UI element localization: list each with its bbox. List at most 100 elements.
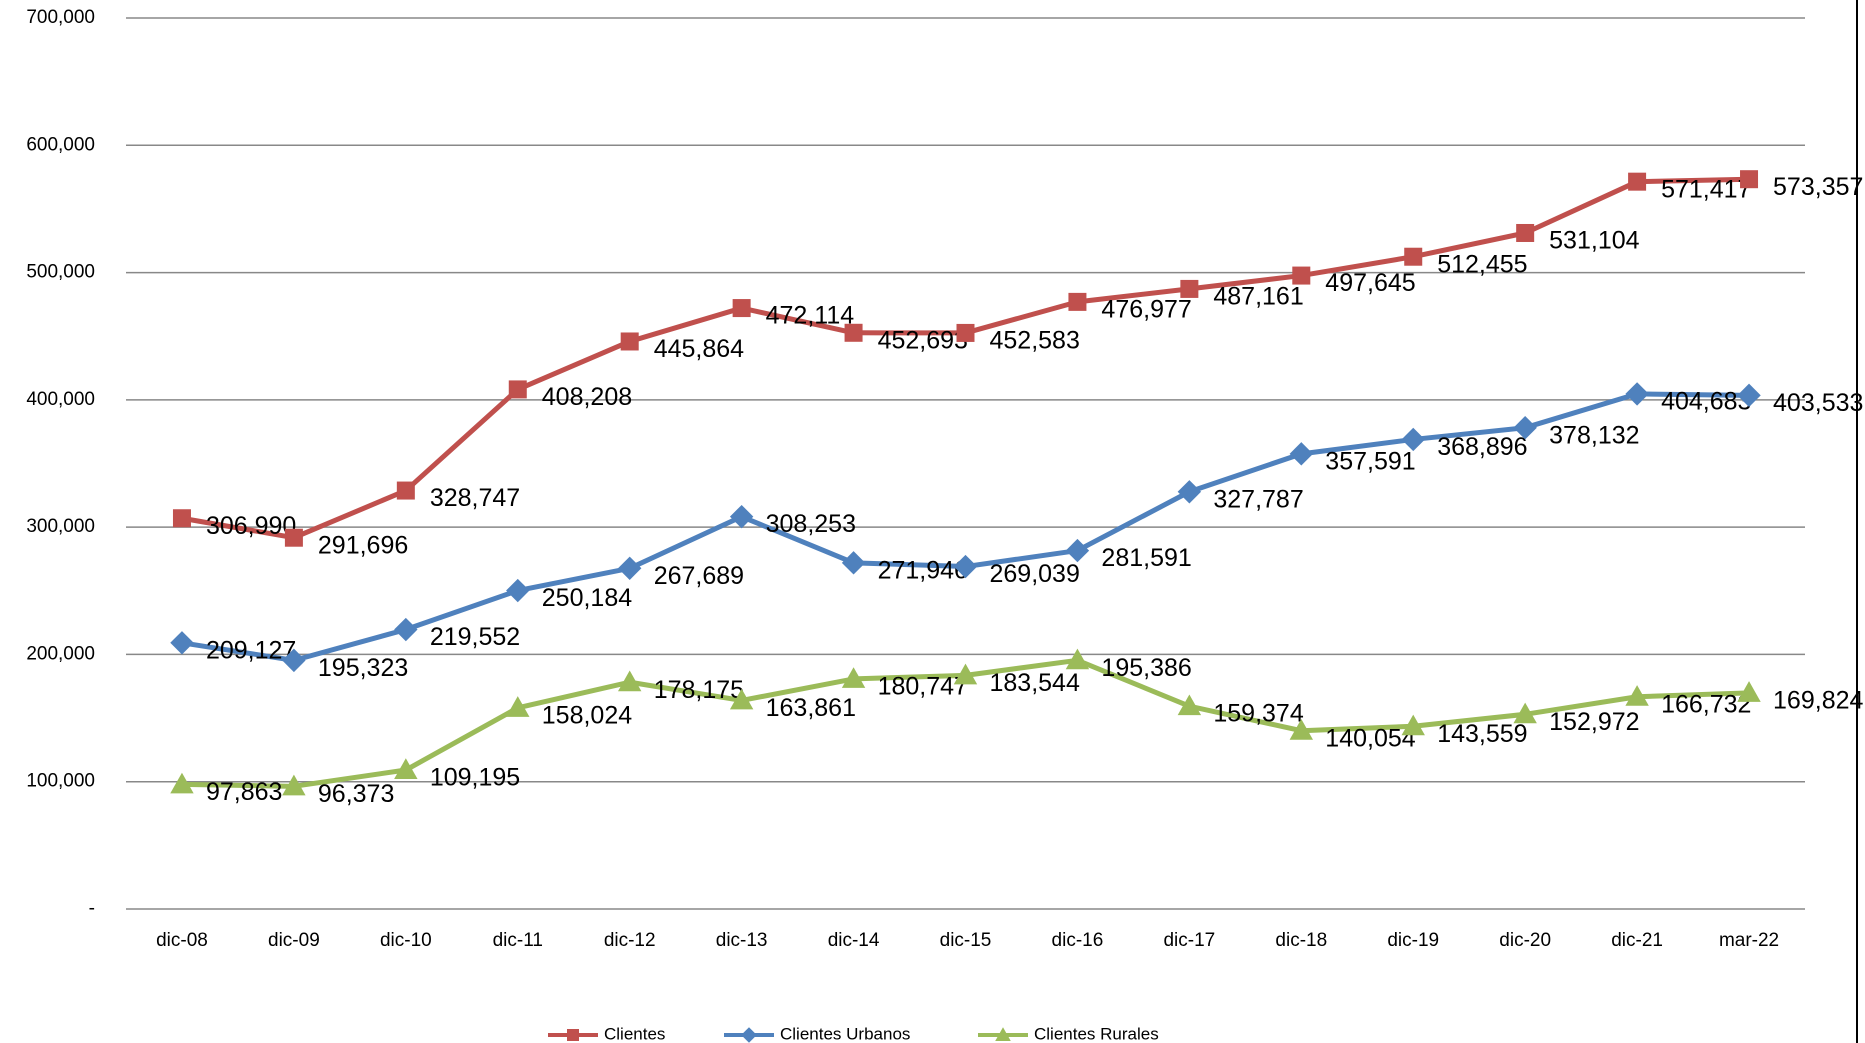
marker	[841, 667, 866, 688]
marker	[956, 323, 975, 342]
marker	[170, 631, 194, 655]
data-label: 209,127	[206, 636, 296, 664]
data-label: 452,693	[878, 326, 968, 354]
marker	[995, 1027, 1011, 1041]
marker	[282, 648, 306, 673]
data-label: 183,544	[990, 669, 1080, 697]
marker	[567, 1029, 579, 1041]
data-label: 166,732	[1661, 690, 1751, 718]
marker	[1516, 223, 1535, 242]
marker	[1737, 383, 1761, 408]
x-tick-label: dic-18	[1275, 930, 1327, 951]
x-tick-label: dic-09	[268, 930, 320, 951]
data-label: 512,455	[1437, 250, 1527, 278]
data-label: 96,373	[318, 780, 394, 808]
data-label: 497,645	[1325, 269, 1415, 297]
marker	[1068, 292, 1087, 311]
data-label: 163,861	[766, 694, 856, 722]
data-label: 195,323	[318, 654, 408, 682]
y-tick-label: 500,000	[26, 262, 95, 283]
marker	[1065, 538, 1090, 563]
marker	[620, 332, 639, 351]
x-tick-label: dic-13	[716, 930, 768, 951]
marker	[1292, 266, 1311, 285]
y-tick-label: 300,000	[26, 516, 95, 537]
data-label: 573,357	[1773, 173, 1863, 201]
data-label: 159,374	[1213, 700, 1303, 728]
data-label: 250,184	[542, 584, 632, 612]
marker	[953, 554, 978, 579]
data-label: 472,114	[766, 302, 855, 330]
data-label: 328,747	[430, 484, 520, 512]
marker	[1177, 694, 1202, 716]
data-label: 308,253	[766, 510, 856, 538]
marker	[396, 481, 415, 500]
marker	[1177, 480, 1202, 504]
marker	[729, 504, 754, 529]
x-tick-label: dic-12	[604, 930, 656, 951]
data-label: 140,054	[1325, 724, 1415, 752]
marker	[841, 551, 866, 575]
marker	[1401, 714, 1425, 736]
marker	[1513, 702, 1537, 724]
marker	[618, 670, 642, 692]
marker	[729, 688, 754, 710]
data-label: 487,161	[1213, 283, 1303, 311]
marker	[618, 556, 642, 580]
data-label: 445,864	[654, 335, 744, 363]
marker	[1737, 681, 1761, 702]
marker	[1404, 247, 1423, 266]
y-tick-label: 200,000	[26, 643, 95, 664]
x-tick-label: mar-22	[1719, 930, 1779, 951]
x-tick-label: dic-17	[1163, 930, 1215, 951]
marker	[1625, 382, 1649, 406]
marker	[282, 774, 306, 796]
x-tick-label: dic-14	[828, 930, 880, 951]
marker	[284, 528, 303, 547]
data-label: 368,896	[1437, 433, 1527, 461]
x-tick-label: dic-10	[380, 930, 432, 951]
data-label: 269,039	[990, 560, 1080, 588]
x-tick-label: dic-21	[1611, 930, 1663, 951]
data-label: 152,972	[1549, 708, 1639, 736]
data-label: 178,175	[654, 676, 744, 704]
marker	[1401, 427, 1425, 452]
legend-label: Clientes	[604, 1024, 665, 1043]
marker	[1513, 415, 1537, 440]
data-label: 180,747	[878, 673, 968, 701]
data-label: 378,132	[1549, 421, 1639, 449]
marker	[394, 758, 418, 780]
marker	[732, 299, 751, 318]
data-label: 158,024	[542, 701, 632, 729]
data-label: 291,696	[318, 531, 408, 559]
marker	[1180, 279, 1199, 298]
marker	[1065, 648, 1090, 670]
data-label: 452,583	[990, 327, 1080, 355]
y-tick-label: -	[89, 898, 95, 919]
y-tick-label: 600,000	[26, 134, 95, 155]
y-tick-label: 100,000	[26, 771, 95, 792]
x-tick-label: dic-20	[1499, 930, 1551, 951]
marker	[506, 696, 530, 717]
legend-label: Clientes Urbanos	[780, 1024, 910, 1043]
x-tick-label: dic-11	[493, 930, 543, 951]
x-tick-label: dic-08	[156, 930, 208, 951]
marker	[1289, 442, 1313, 466]
data-label: 327,787	[1213, 485, 1303, 513]
data-label: 169,824	[1773, 686, 1863, 714]
marker	[741, 1027, 757, 1043]
data-label: 404,683	[1661, 388, 1751, 416]
marker	[844, 323, 863, 342]
data-label: 281,591	[1101, 544, 1191, 572]
data-label: 195,386	[1101, 654, 1191, 682]
data-label: 357,591	[1325, 447, 1415, 475]
data-label: 219,552	[430, 623, 520, 651]
data-label: 476,977	[1101, 295, 1191, 323]
marker	[953, 663, 978, 685]
marker	[1628, 172, 1647, 191]
marker	[508, 380, 527, 399]
data-label: 109,195	[430, 764, 520, 792]
marker	[394, 617, 418, 642]
marker	[1289, 719, 1313, 740]
